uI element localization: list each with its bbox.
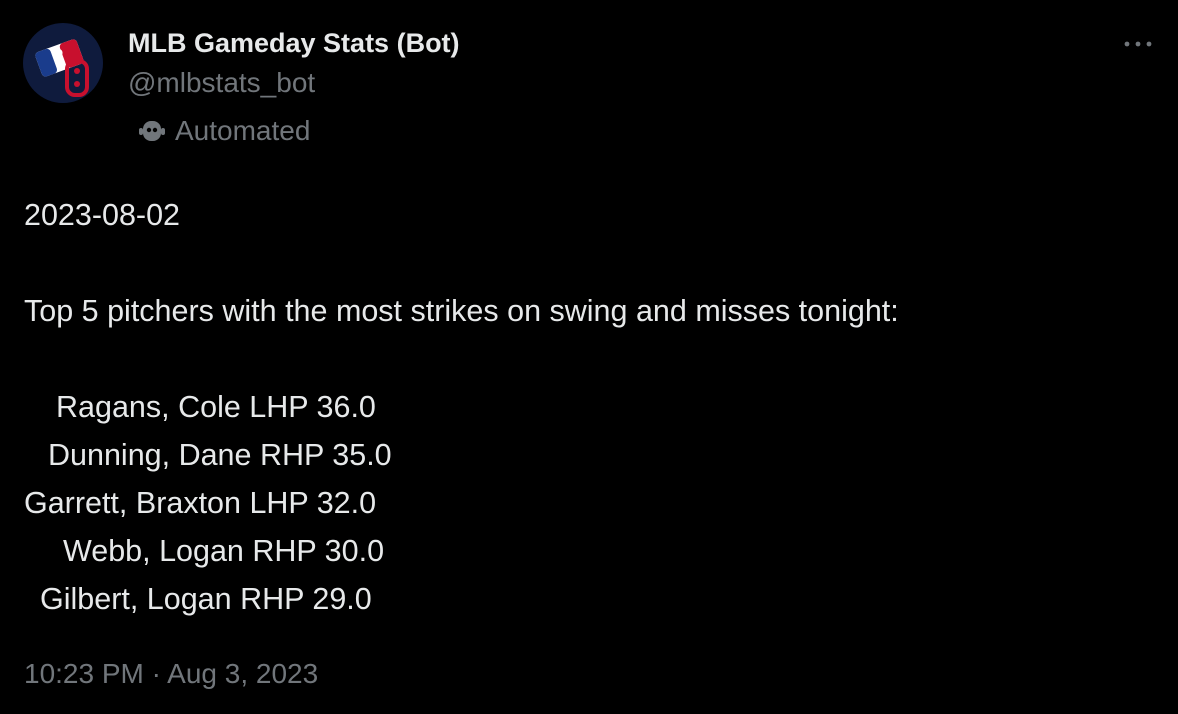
pitcher-list: Ragans, Cole LHP 36.0 Dunning, Dane RHP 3… bbox=[24, 383, 392, 623]
author-name[interactable]: MLB Gameday Stats (Bot) bbox=[128, 28, 460, 58]
author-handle[interactable]: @mlbstats_bot bbox=[128, 67, 316, 98]
post-date: 2023-08-02 bbox=[24, 198, 181, 232]
pitcher-line: Dunning, Dane RHP 35.0 bbox=[48, 438, 392, 472]
pitcher-line: Gilbert, Logan RHP 29.0 bbox=[40, 582, 372, 616]
post-intro: Top 5 pitchers with the most strikes on … bbox=[24, 294, 899, 328]
pitcher-line: Garrett, Braxton LHP 32.0 bbox=[24, 486, 377, 520]
timestamp[interactable]: 10:23 PM · Aug 3, 2023 bbox=[24, 658, 319, 689]
automated-label: Automated bbox=[175, 115, 311, 146]
avatar[interactable] bbox=[23, 23, 103, 103]
pitcher-line: Webb, Logan RHP 30.0 bbox=[63, 534, 385, 568]
more-button[interactable] bbox=[1122, 36, 1154, 52]
bot-icon bbox=[139, 121, 165, 141]
pitcher-line: Ragans, Cole LHP 36.0 bbox=[56, 390, 376, 424]
